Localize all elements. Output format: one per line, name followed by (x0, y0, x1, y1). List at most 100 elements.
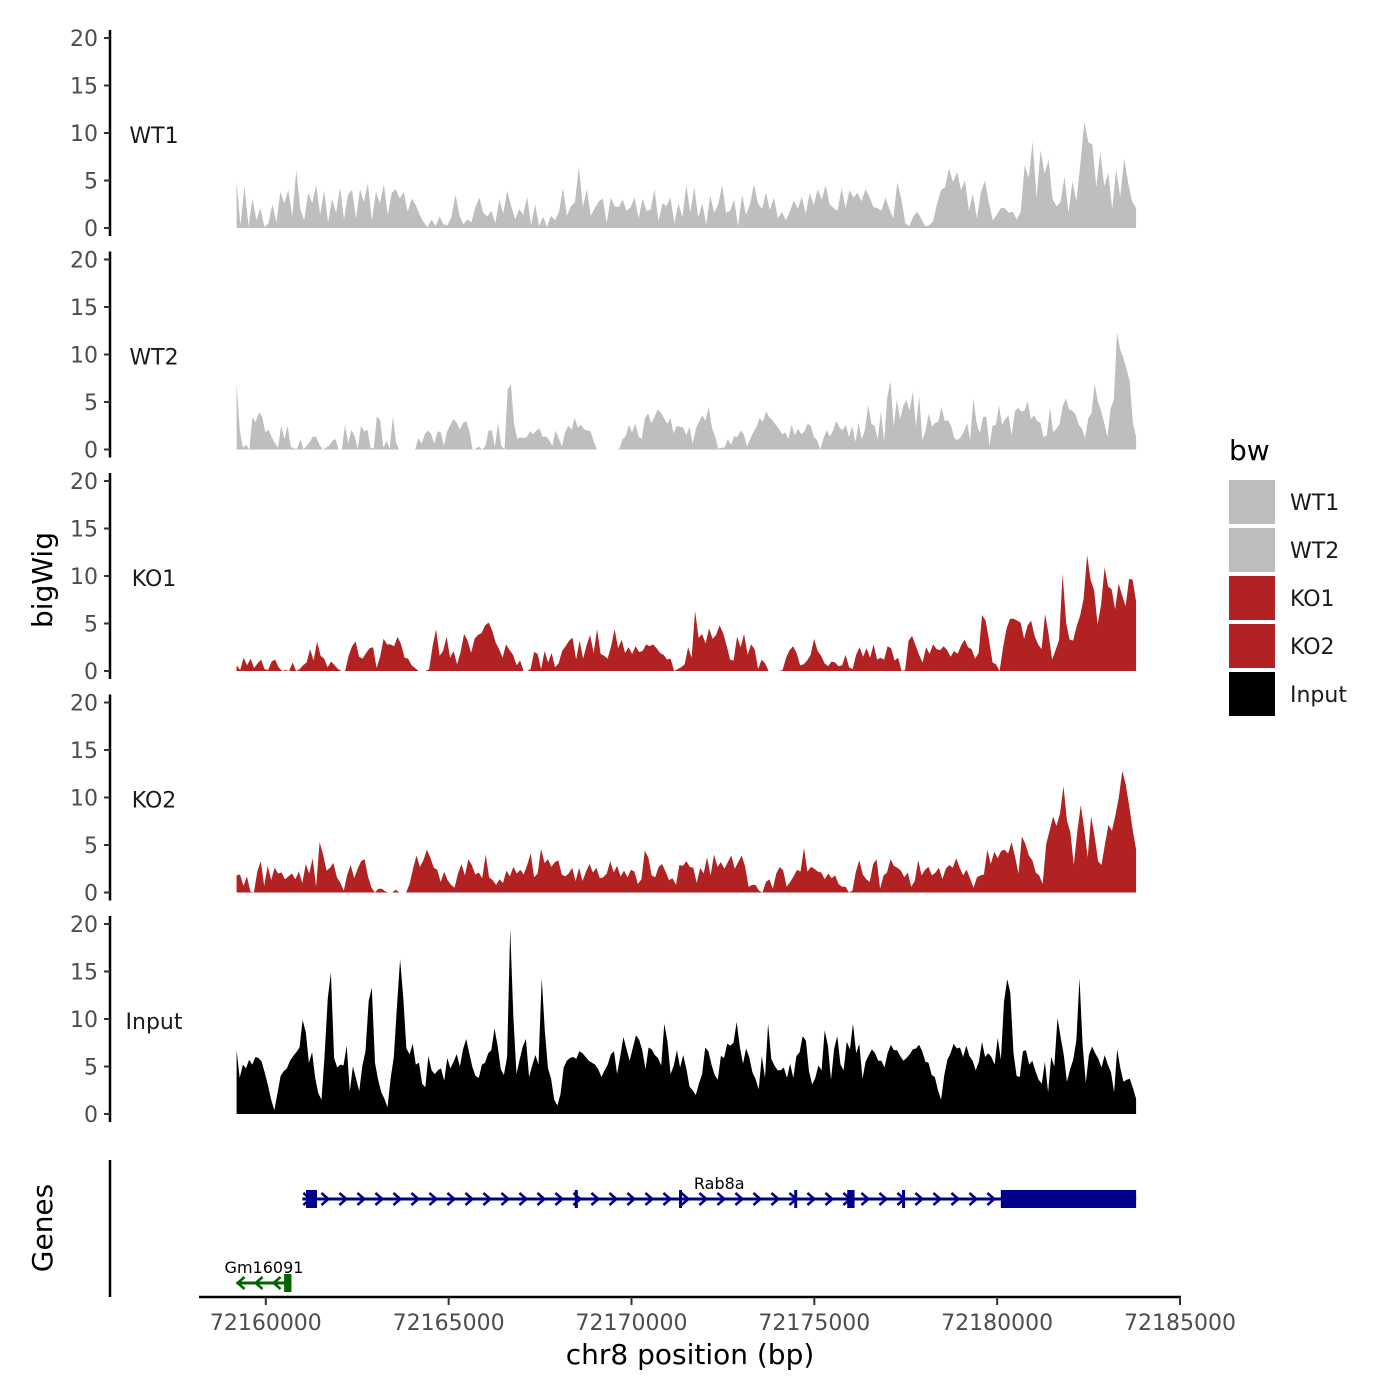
signal-tracks: 0 5 10 15 20 WT1 0 5 10 15 20 WT2 0 5 10 15 20 KO1 0 5 10 15 2… (70, 27, 1137, 1128)
strand-chevron (770, 1192, 781, 1206)
strand-chevron (806, 1192, 817, 1206)
y-tick-label: 10 (70, 344, 98, 369)
legend: bw WT1 WT2 KO1 KO2 Input (1229, 434, 1347, 716)
x-tick-label: 72170000 (576, 1311, 688, 1336)
track-ko2: 0 5 10 15 20 KO2 (70, 692, 1137, 907)
strand-chevron (680, 1192, 691, 1206)
strand-chevron (590, 1192, 601, 1206)
strand-chevron (271, 1276, 282, 1290)
signal-area-wt1 (236, 121, 1137, 228)
gene-rab8a: Rab8a (302, 1174, 1137, 1208)
x-tick-label: 72185000 (1124, 1311, 1236, 1336)
gene-exon (679, 1190, 683, 1208)
x-axis-title: chr8 position (bp) (566, 1338, 815, 1371)
strand-chevron (932, 1192, 943, 1206)
gene-name-label: Rab8a (694, 1174, 745, 1193)
y-tick-label: 15 (70, 739, 98, 764)
y-tick-label: 10 (70, 565, 98, 590)
y-tick-label: 20 (70, 913, 98, 938)
legend-label: KO1 (1290, 587, 1335, 612)
y-tick-label: 5 (84, 391, 98, 416)
strand-chevron (752, 1192, 763, 1206)
strand-chevron (235, 1276, 246, 1290)
track-input: 0 5 10 15 20 Input (70, 913, 1137, 1128)
y-tick-label: 15 (70, 961, 98, 986)
gene-exon (306, 1190, 318, 1208)
y-tick-label: 5 (84, 1056, 98, 1081)
strand-chevron (626, 1192, 637, 1206)
track-wt1: 0 5 10 15 20 WT1 (70, 27, 1137, 242)
y-tick-label: 5 (84, 834, 98, 859)
strand-chevron (878, 1192, 889, 1206)
legend-swatch (1229, 624, 1275, 668)
legend-title: bw (1229, 434, 1270, 467)
y-tick-label: 10 (70, 1008, 98, 1033)
x-tick-label: 72180000 (941, 1311, 1053, 1336)
legend-item-wt2: WT2 (1229, 528, 1339, 572)
gene-name-label: Gm16091 (225, 1258, 304, 1277)
x-tick-label: 72160000 (210, 1311, 322, 1336)
strand-chevron (608, 1192, 619, 1206)
strand-chevron (986, 1192, 997, 1206)
strand-chevron (914, 1192, 925, 1206)
strand-chevron (428, 1192, 439, 1206)
strand-chevron (374, 1192, 385, 1206)
genes-axis-title: Genes (26, 1184, 59, 1272)
signal-area-ko1 (236, 555, 1137, 671)
strand-chevron (536, 1192, 547, 1206)
track-label: KO2 (132, 789, 177, 814)
track-ko1: 0 5 10 15 20 KO1 (70, 470, 1137, 685)
strand-chevron (734, 1192, 745, 1206)
strand-chevron (410, 1192, 421, 1206)
legend-swatch (1229, 480, 1275, 524)
strand-chevron (482, 1192, 493, 1206)
y-axis-title: bigWig (26, 532, 59, 628)
strand-chevron (464, 1192, 475, 1206)
track-label: Input (126, 1010, 183, 1035)
gene-exon (794, 1190, 798, 1208)
track-label: KO1 (132, 567, 177, 592)
y-tick-label: 0 (84, 439, 98, 464)
y-tick-label: 15 (70, 296, 98, 321)
strand-chevron (446, 1192, 457, 1206)
strand-chevron (253, 1276, 264, 1290)
y-tick-label: 5 (84, 613, 98, 638)
strand-chevron (554, 1192, 565, 1206)
y-tick-label: 0 (84, 660, 98, 685)
strand-chevron (356, 1192, 367, 1206)
y-tick-label: 15 (70, 75, 98, 100)
y-tick-label: 20 (70, 470, 98, 495)
y-tick-label: 0 (84, 217, 98, 242)
gene-exon (1000, 1190, 1137, 1208)
track-label: WT2 (129, 346, 178, 371)
y-tick-label: 10 (70, 787, 98, 812)
gene-exon (284, 1274, 292, 1292)
legend-swatch (1229, 672, 1275, 716)
signal-area-wt2 (236, 332, 1137, 450)
legend-item-ko1: KO1 (1229, 576, 1335, 620)
strand-chevron (392, 1192, 403, 1206)
y-tick-label: 20 (70, 692, 98, 717)
y-tick-label: 5 (84, 170, 98, 195)
y-tick-label: 20 (70, 249, 98, 274)
legend-label: WT1 (1290, 491, 1339, 516)
strand-chevron (968, 1192, 979, 1206)
legend-item-ko2: KO2 (1229, 624, 1335, 668)
legend-item-input: Input (1229, 672, 1347, 716)
strand-chevron (644, 1192, 655, 1206)
strand-chevron (500, 1192, 511, 1206)
legend-label: KO2 (1290, 635, 1335, 660)
y-tick-label: 10 (70, 122, 98, 147)
strand-chevron (824, 1192, 835, 1206)
gene-exon (574, 1190, 578, 1208)
y-tick-label: 20 (70, 27, 98, 52)
legend-swatch (1229, 528, 1275, 572)
y-tick-label: 0 (84, 1103, 98, 1128)
x-axis: 72160000 72165000 72170000 72175000 72180000… (199, 1295, 1236, 1336)
signal-area-ko2 (236, 770, 1137, 893)
strand-chevron (698, 1192, 709, 1206)
legend-label: WT2 (1290, 539, 1339, 564)
y-tick-label: 15 (70, 518, 98, 543)
track-label: WT1 (129, 124, 178, 149)
